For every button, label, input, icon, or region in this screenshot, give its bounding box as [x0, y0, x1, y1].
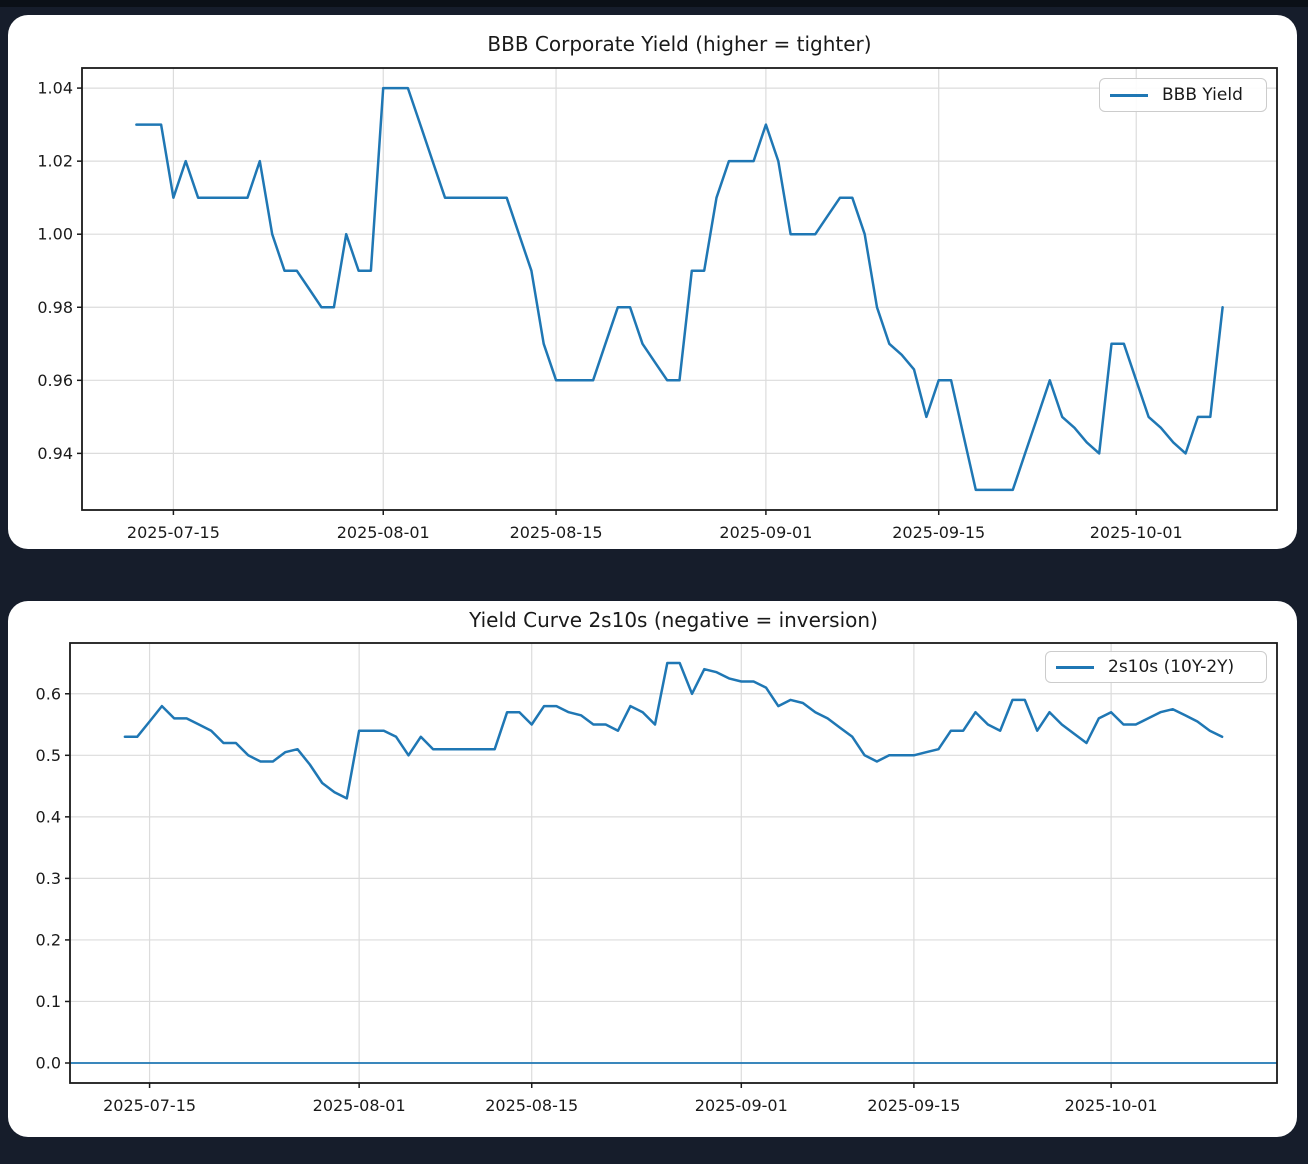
tick-marks: [77, 87, 1137, 515]
x-tick-label: 2025-07-15: [103, 1096, 196, 1115]
chart-card-2s10s: 0.6 0.5 0.4 0.3 0.2 0.1 0.0 2025-07-15 2025-08-0…: [8, 601, 1297, 1137]
y-tick-label: 1.02: [37, 152, 73, 171]
x-tick-label: 2025-10-01: [1065, 1096, 1158, 1115]
x-tick-label: 2025-10-01: [1090, 523, 1183, 542]
y-tick-label: 0.96: [37, 371, 73, 390]
y-tick-label: 0.2: [36, 930, 61, 949]
legend-label: 2s10s (10Y-2Y): [1108, 657, 1235, 677]
x-tick-label: 2025-07-15: [127, 523, 220, 542]
y-tick-label: 0.6: [36, 684, 61, 703]
tick-labels: 0.6 0.5 0.4 0.3 0.2 0.1 0.0 2025-07-15 2025-08-0…: [36, 684, 1158, 1115]
top-strip: [0, 0, 1308, 7]
x-tick-label: 2025-08-01: [337, 523, 430, 542]
y-tick-label: 0.94: [37, 444, 73, 463]
y-tick-label: 0.98: [37, 298, 73, 317]
x-tick-label: 2025-09-01: [719, 523, 812, 542]
legend-bbb-yield: BBB Yield: [1099, 78, 1267, 112]
y-tick-label: 0.1: [36, 992, 61, 1011]
series-line: [123, 661, 1224, 800]
x-tick-label: 2025-08-15: [485, 1096, 578, 1115]
y-tick-label: 1.00: [37, 225, 73, 244]
chart-title-2s10s: Yield Curve 2s10s (negative = inversion): [469, 608, 878, 632]
plot-border: [69, 642, 1278, 1084]
legend-2s10s: 2s10s (10Y-2Y): [1045, 651, 1267, 683]
legend-line-swatch-icon: [1110, 93, 1148, 97]
y-tick-label: 1.04: [37, 79, 73, 98]
gridlines: [70, 643, 1277, 1083]
legend-line-swatch-icon: [1056, 665, 1094, 669]
x-tick-label: 2025-08-15: [510, 523, 603, 542]
x-tick-label: 2025-09-15: [867, 1096, 960, 1115]
y-tick-label: 0.4: [36, 807, 61, 826]
series-line: [135, 86, 1224, 492]
bbb-yield-plot: 1.04 1.02 1.00 0.98 0.96 0.94 2025-07-15 2025-0…: [37, 67, 1278, 542]
tick-marks: [65, 693, 1112, 1088]
x-tick-label: 2025-09-15: [892, 523, 985, 542]
chart-title-bbb-yield: BBB Corporate Yield (higher = tighter): [487, 32, 872, 56]
legend-label: BBB Yield: [1162, 85, 1243, 105]
tick-labels: 1.04 1.02 1.00 0.98 0.96 0.94 2025-07-15 2025-0…: [37, 79, 1182, 542]
plot-border: [81, 67, 1278, 511]
x-tick-label: 2025-09-01: [695, 1096, 788, 1115]
y-tick-label: 0.5: [36, 746, 61, 765]
y-tick-label: 0.3: [36, 869, 61, 888]
x-tick-label: 2025-08-01: [313, 1096, 406, 1115]
chart-card-bbb-yield: 1.04 1.02 1.00 0.98 0.96 0.94 2025-07-15 2025-0…: [8, 15, 1297, 549]
yield-curve-2s10s-plot: 0.6 0.5 0.4 0.3 0.2 0.1 0.0 2025-07-15 2025-08-0…: [36, 642, 1278, 1115]
gridlines: [82, 68, 1277, 510]
y-tick-label: 0.0: [36, 1054, 61, 1073]
